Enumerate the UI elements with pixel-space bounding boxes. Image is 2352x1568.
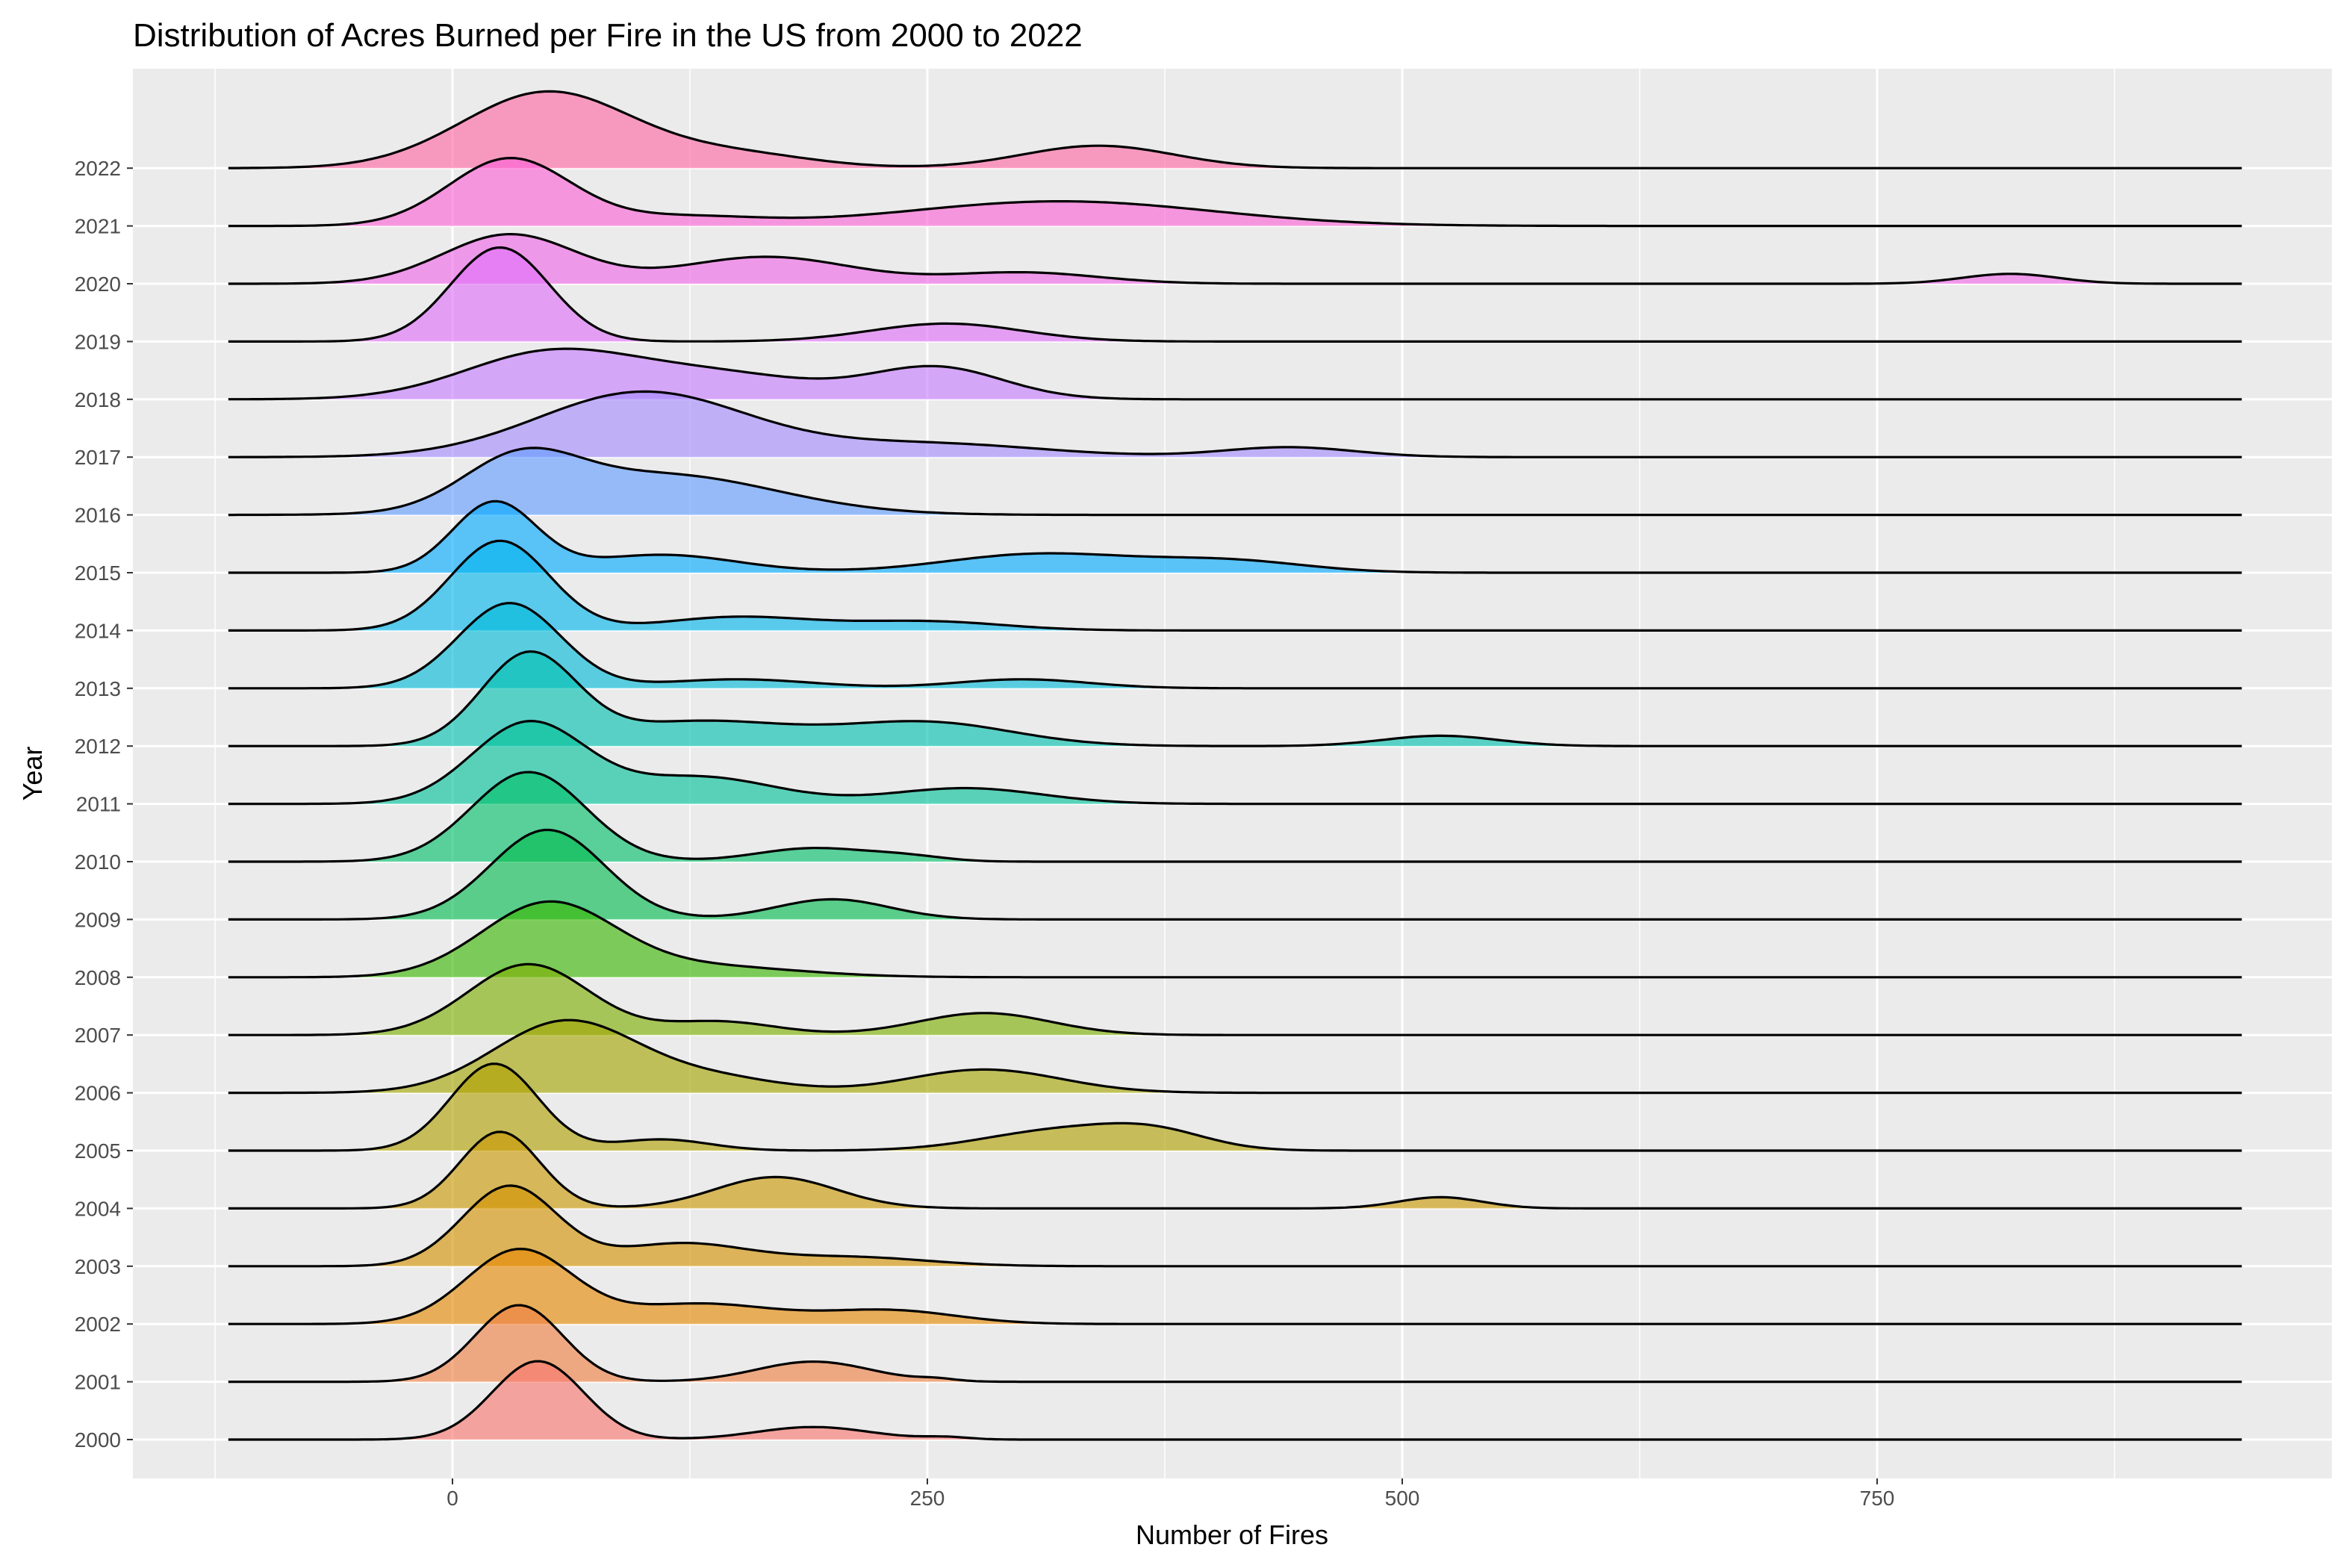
x-tick-label-0: 0 — [447, 1487, 458, 1510]
y-tick-label-2001: 2001 — [75, 1371, 121, 1394]
ridge-line-2005 — [228, 1063, 2242, 1152]
ridge-line-2002 — [228, 1248, 2242, 1325]
y-tick-label-2002: 2002 — [75, 1313, 121, 1336]
chart-title: Distribution of Acres Burned per Fire in… — [133, 17, 1083, 54]
y-tick-label-2017: 2017 — [75, 446, 121, 469]
ridge-fill-2014 — [228, 541, 2242, 631]
ridge-line-2022 — [228, 90, 2242, 169]
y-tick-label-2022: 2022 — [75, 157, 121, 180]
ridge-line-2015 — [228, 500, 2242, 574]
ridge-line-2021 — [228, 157, 2242, 228]
ridge-line-2007 — [228, 962, 2242, 1036]
ridge-fill-2012 — [228, 651, 2242, 747]
ridge-fill-2008 — [228, 901, 2242, 977]
y-tick-label-2000: 2000 — [75, 1428, 121, 1452]
ridge-fill-2007 — [228, 964, 2242, 1036]
ridge-line-2003 — [228, 1184, 2242, 1268]
y-tick-label-2004: 2004 — [75, 1197, 121, 1220]
ridge-fill-2018 — [228, 349, 2242, 399]
y-tick-label-2010: 2010 — [75, 850, 121, 874]
y-tick-label-2021: 2021 — [75, 215, 121, 238]
ridge-line-2008 — [228, 900, 2242, 979]
ridge-fill-2009 — [228, 830, 2242, 920]
ridge-fill-2010 — [228, 772, 2242, 862]
y-tick-label-2020: 2020 — [75, 273, 121, 296]
y-tick-label-2007: 2007 — [75, 1024, 121, 1047]
ridge-fill-2019 — [228, 247, 2242, 342]
ridge-line-2017 — [228, 390, 2242, 458]
ridge-fill-2016 — [228, 447, 2242, 515]
ridge-line-2004 — [228, 1130, 2242, 1210]
ridge-fill-2022 — [228, 91, 2242, 169]
ridge-fill-2004 — [228, 1131, 2242, 1209]
y-axis: 2000 2001 2002 2003 2004 2005 2006 2007 2008 2009… — [75, 157, 133, 1452]
y-tick-label-2014: 2014 — [75, 619, 121, 642]
y-tick-label-2018: 2018 — [75, 388, 121, 411]
ridge-line-2014 — [228, 539, 2242, 632]
y-tick-label-2013: 2013 — [75, 677, 121, 700]
ridge-fill-2020 — [228, 234, 2242, 284]
y-tick-label-2019: 2019 — [75, 330, 121, 353]
ridge-line-2010 — [228, 771, 2242, 863]
y-tick-label-2012: 2012 — [75, 735, 121, 758]
x-tick-label-750: 750 — [1860, 1487, 1895, 1510]
y-tick-label-2008: 2008 — [75, 966, 121, 989]
ridge-fill-2003 — [228, 1185, 2242, 1266]
y-tick-label-2016: 2016 — [75, 504, 121, 527]
x-tick-label-250: 250 — [910, 1487, 945, 1510]
ridge-line-2001 — [228, 1304, 2242, 1384]
ridge-fill-2001 — [228, 1305, 2242, 1382]
ridge-line-2016 — [228, 447, 2242, 517]
y-tick-label-2006: 2006 — [75, 1082, 121, 1105]
y-tick-label-2005: 2005 — [75, 1139, 121, 1163]
ridge-fill-2013 — [228, 603, 2242, 688]
density-ridges — [228, 90, 2242, 1441]
ridge-line-2009 — [228, 828, 2242, 921]
y-tick-label-2011: 2011 — [76, 793, 121, 816]
x-axis-title: Number of Fires — [1136, 1519, 1328, 1550]
ridge-fill-2021 — [228, 158, 2242, 226]
y-tick-label-2003: 2003 — [75, 1255, 121, 1278]
ridge-line-2018 — [228, 347, 2242, 401]
ridge-line-2000 — [228, 1360, 2242, 1441]
ridge-line-2012 — [228, 650, 2242, 747]
y-axis-title: Year — [17, 747, 48, 801]
ridge-line-2013 — [228, 602, 2242, 690]
ridge-fill-2011 — [228, 721, 2242, 804]
ridge-fill-2015 — [228, 501, 2242, 573]
ridge-line-2006 — [228, 1018, 2242, 1095]
ridge-line-2011 — [228, 720, 2242, 806]
ridge-fill-2017 — [228, 391, 2242, 458]
y-tick-label-2015: 2015 — [75, 561, 121, 585]
ridge-line-2020 — [228, 233, 2242, 285]
ridge-fill-2005 — [228, 1063, 2242, 1151]
x-tick-label-500: 500 — [1385, 1487, 1420, 1510]
ridge-line-2019 — [228, 246, 2242, 343]
x-axis: 0 250 500 750 — [447, 1478, 1894, 1510]
y-tick-label-2009: 2009 — [75, 908, 121, 931]
